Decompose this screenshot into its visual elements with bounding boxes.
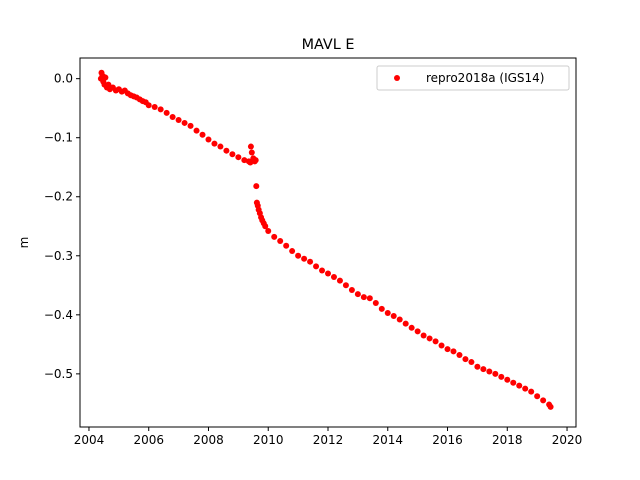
data-point [181, 119, 188, 126]
x-tick-label: 2010 [253, 433, 284, 447]
data-point [157, 106, 164, 113]
data-point [547, 403, 554, 410]
data-point [492, 370, 499, 377]
legend-marker [394, 75, 400, 81]
data-point [534, 393, 541, 400]
data-point [510, 379, 517, 386]
data-point [235, 154, 242, 161]
data-point [247, 159, 254, 166]
data-point [223, 147, 230, 154]
x-tick-label: 2020 [552, 433, 583, 447]
data-point [366, 295, 373, 302]
x-tick-label: 2018 [492, 433, 523, 447]
data-point [175, 116, 182, 123]
data-point [252, 157, 259, 164]
data-point [516, 382, 523, 389]
legend: repro2018a (IGS14) [376, 65, 570, 91]
data-point [354, 291, 361, 298]
chart-title: MAVL E [302, 37, 355, 53]
data-point [247, 143, 254, 150]
data-point [151, 104, 158, 110]
data-point [432, 338, 439, 345]
x-tick-label: 2004 [74, 433, 105, 447]
data-point [313, 263, 320, 270]
y-tick-label: −0.2 [44, 190, 73, 204]
data-point [396, 316, 403, 323]
data-point [277, 238, 284, 245]
x-tick-label: 2012 [313, 433, 344, 447]
data-point [319, 267, 326, 274]
data-point [187, 122, 194, 129]
data-point [325, 270, 331, 277]
data-point [486, 368, 493, 375]
legend-label: repro2018a (IGS14) [426, 71, 544, 85]
y-tick-label: −0.3 [44, 249, 73, 263]
data-point [384, 310, 391, 317]
data-point [438, 342, 445, 349]
data-point [205, 136, 212, 143]
data-point [336, 277, 343, 284]
data-point [504, 376, 511, 383]
data-point [444, 346, 451, 353]
data-point [420, 332, 427, 339]
data-point [253, 183, 260, 190]
data-point [105, 81, 112, 88]
x-tick-label: 2006 [133, 433, 164, 447]
data-point [372, 300, 379, 307]
data-point [217, 143, 224, 150]
y-tick-label: 0.0 [54, 72, 73, 86]
data-point [301, 255, 308, 262]
data-point [528, 388, 535, 395]
data-point [307, 258, 314, 265]
y-tick-label: −0.5 [44, 367, 73, 381]
legend-box [376, 65, 570, 91]
data-point [199, 131, 206, 138]
data-point [468, 359, 475, 366]
data-point [414, 328, 421, 335]
data-point [169, 114, 176, 121]
data-point [480, 366, 487, 373]
data-point [295, 252, 302, 259]
data-point [289, 248, 296, 255]
data-point [211, 140, 218, 147]
y-tick-label: −0.1 [44, 131, 73, 145]
data-point [145, 102, 152, 109]
data-point [193, 127, 200, 134]
data-point [378, 305, 385, 312]
data-point [163, 109, 170, 116]
data-point [229, 151, 236, 158]
data-point [360, 294, 367, 301]
y-axis-label: m [17, 237, 31, 249]
x-tick-label: 2016 [432, 433, 463, 447]
data-point [402, 320, 409, 327]
data-points [97, 69, 554, 410]
data-point [540, 397, 547, 404]
data-point [271, 233, 278, 240]
data-point [330, 274, 337, 281]
data-point [390, 313, 397, 319]
data-point [426, 335, 433, 342]
data-point [283, 242, 290, 249]
data-point [408, 324, 415, 331]
x-tick-label: 2008 [193, 433, 224, 447]
y-tick-label: −0.4 [44, 308, 73, 322]
series-0 [97, 69, 554, 410]
data-point [102, 74, 109, 81]
x-tick-label: 2014 [372, 433, 403, 447]
data-point [456, 351, 463, 358]
data-point [265, 227, 272, 234]
data-point [450, 348, 457, 355]
data-point [248, 149, 255, 156]
axes: 2004 2006 2008 2010 2012 2014 2016 2018 2020 0.0 −… [17, 57, 583, 447]
data-point [462, 356, 469, 363]
data-point [262, 223, 269, 230]
data-point [522, 385, 529, 392]
data-point [474, 363, 481, 370]
data-point [498, 373, 505, 380]
data-point [342, 282, 349, 289]
data-point [348, 287, 355, 294]
